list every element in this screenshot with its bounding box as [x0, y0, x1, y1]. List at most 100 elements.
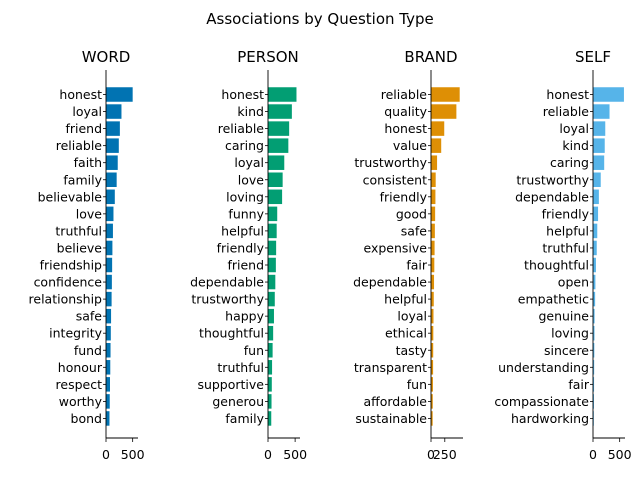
category-label: genuine [538, 309, 589, 324]
bar [431, 155, 438, 170]
category-label: friend [227, 258, 264, 273]
category-label: reliable [381, 87, 428, 102]
bar [268, 104, 292, 119]
category-label: loyal [234, 155, 264, 170]
bar [106, 411, 110, 426]
bar [431, 360, 434, 375]
category-label: friendship [40, 258, 102, 273]
category-label: reliable [56, 138, 103, 153]
bar [593, 343, 595, 358]
bar [593, 206, 599, 222]
category-label: sustainable [355, 411, 427, 426]
category-label: believable [38, 189, 103, 204]
bar [268, 377, 272, 392]
bar [431, 308, 434, 324]
category-label: friendly [542, 206, 590, 221]
panel-brand: BRAND reliable quality honest value trustwort… [353, 48, 463, 462]
bar [106, 343, 111, 358]
bar [431, 223, 435, 239]
bar [268, 411, 272, 426]
category-label: truthful [542, 240, 589, 255]
bar [431, 240, 435, 256]
bar [106, 274, 112, 290]
bar [431, 257, 435, 273]
category-label: friendly [380, 189, 428, 204]
bar [106, 257, 113, 273]
bar [106, 155, 118, 170]
category-label: funny [228, 206, 264, 221]
panel-word: WORD honest loyal friend reliable faith family… [29, 48, 145, 462]
bar [593, 257, 596, 273]
bar [431, 104, 457, 119]
x-tick-label: 0 [102, 447, 110, 462]
bar [268, 240, 277, 256]
category-label: loyal [72, 104, 102, 119]
category-label: faith [74, 155, 102, 170]
category-label: loving [551, 326, 589, 341]
bar [268, 189, 283, 205]
bar [106, 87, 133, 102]
category-label: helpful [221, 223, 264, 238]
category-label: good [396, 206, 427, 221]
bar [593, 138, 605, 153]
x-tick-label: 500 [121, 447, 145, 462]
bar [431, 343, 434, 358]
category-label: confidence [34, 275, 103, 290]
category-label: trustworthy [191, 292, 264, 307]
bar [106, 394, 110, 409]
category-label: reliable [543, 104, 590, 119]
category-label: loyal [559, 121, 589, 136]
category-label: friend [65, 121, 102, 136]
bar [431, 121, 445, 136]
category-label: dependable [515, 189, 589, 204]
bar [268, 87, 297, 102]
category-label: respect [56, 377, 103, 392]
category-label: hardworking [511, 411, 589, 426]
bar [268, 155, 285, 170]
x-tick-label: 0 [589, 447, 597, 462]
category-label: trustworthy [516, 172, 589, 187]
bar [106, 291, 112, 307]
panels: WORD honest loyal friend reliable faith family… [29, 48, 632, 462]
category-label: honest [546, 87, 589, 102]
category-label: expensive [364, 240, 428, 255]
category-label: honest [59, 87, 102, 102]
category-label: truthful [217, 360, 264, 375]
category-label: tasty [396, 343, 428, 358]
category-label: generou [212, 394, 264, 409]
bar [268, 138, 289, 153]
panel-self: SELF honest reliable loyal kind caring trustwo… [494, 48, 631, 462]
bar [593, 308, 595, 324]
x-tick-label: 0 [264, 447, 272, 462]
bar [593, 87, 624, 102]
bar [431, 172, 436, 187]
panel-title: WORD [82, 48, 131, 66]
category-label: value [393, 138, 427, 153]
category-label: transparent [354, 360, 427, 375]
category-label: family [63, 172, 102, 187]
category-label: family [225, 411, 264, 426]
category-label: thoughtful [199, 326, 264, 341]
bar [106, 377, 110, 392]
category-label: ethical [385, 326, 427, 341]
bar [593, 189, 599, 205]
x-tick-label: 500 [283, 447, 307, 462]
x-tick-label: 250 [433, 447, 457, 462]
category-label: affordable [363, 394, 427, 409]
category-label: understanding [498, 360, 589, 375]
bar [268, 172, 283, 187]
category-label: caring [550, 155, 589, 170]
bar [268, 394, 272, 409]
x-tick-label: 500 [608, 447, 632, 462]
category-label: safe [401, 223, 428, 238]
bar [431, 87, 460, 102]
bar [268, 121, 290, 136]
category-label: loving [226, 189, 264, 204]
bar [268, 223, 277, 239]
bar [593, 360, 595, 375]
bar [431, 411, 433, 426]
category-label: sincere [544, 343, 589, 358]
category-label: dependable [353, 275, 427, 290]
category-label: open [558, 275, 589, 290]
